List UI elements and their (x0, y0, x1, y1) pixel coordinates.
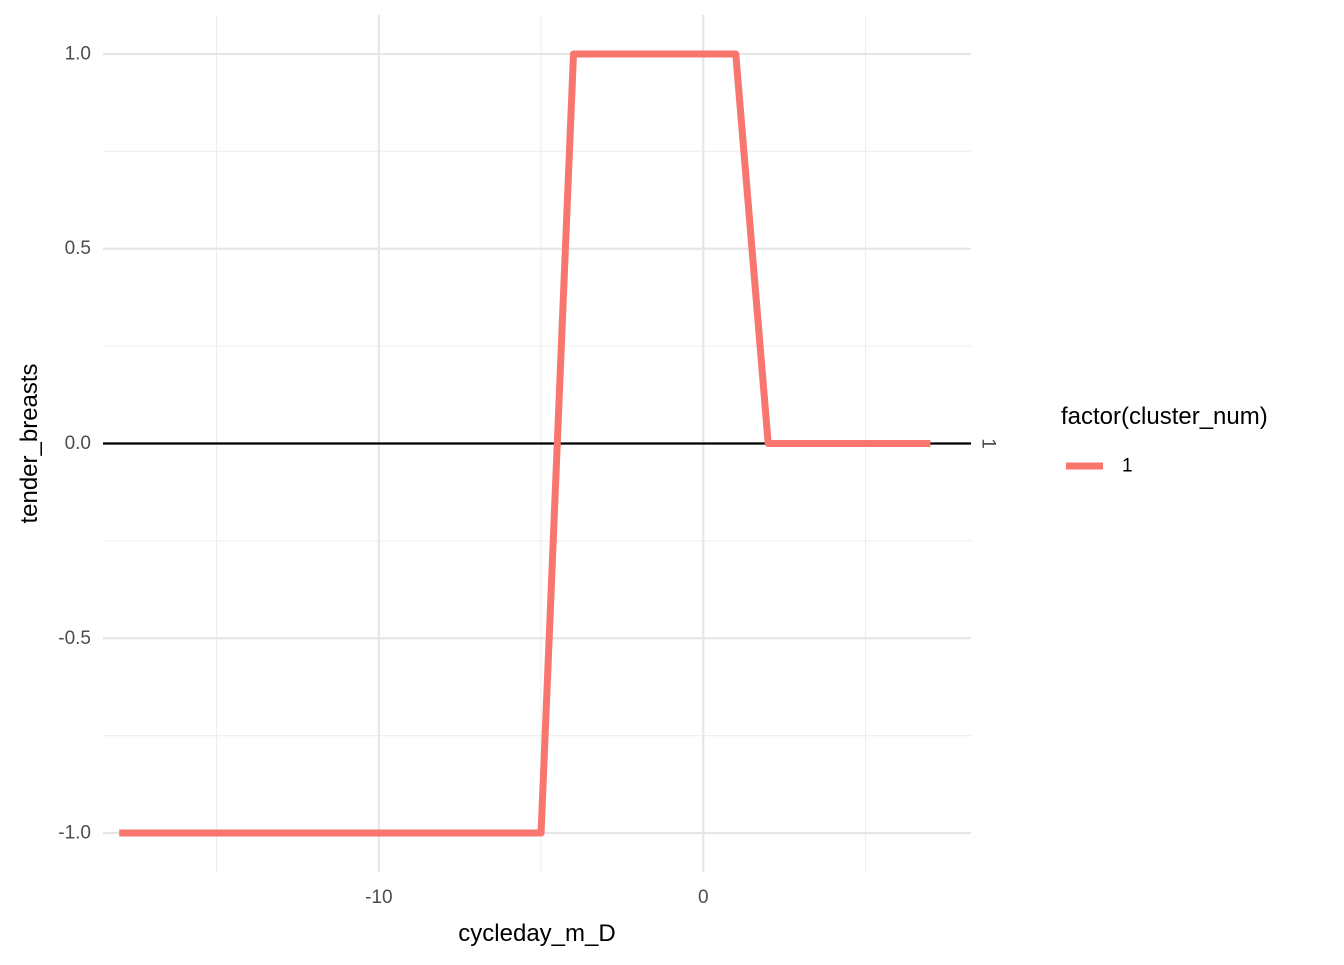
series-group (119, 50, 931, 837)
y-tick-label: 0.0 (65, 433, 91, 454)
series-line-1 (119, 50, 931, 837)
legend: factor(cluster_num) 1 (1061, 403, 1268, 477)
y-axis-title: tender_breasts (16, 363, 43, 523)
reference-line-label: 1 (978, 438, 999, 449)
x-tick-label: -10 (365, 887, 392, 908)
legend-entry-label: 1 (1122, 456, 1133, 477)
x-tick-label: 0 (698, 887, 709, 908)
y-tick-label: 1.0 (65, 43, 91, 64)
y-tick-label: 0.5 (65, 238, 91, 259)
legend-title: factor(cluster_num) (1061, 403, 1268, 430)
axes: -10 0 -1.0 -0.5 0.0 0.5 1.0 cycleday_m_D tender_… (16, 43, 709, 947)
y-tick-label: -1.0 (58, 823, 91, 844)
x-axis-title: cycleday_m_D (458, 920, 615, 947)
y-tick-label: -0.5 (58, 628, 91, 649)
